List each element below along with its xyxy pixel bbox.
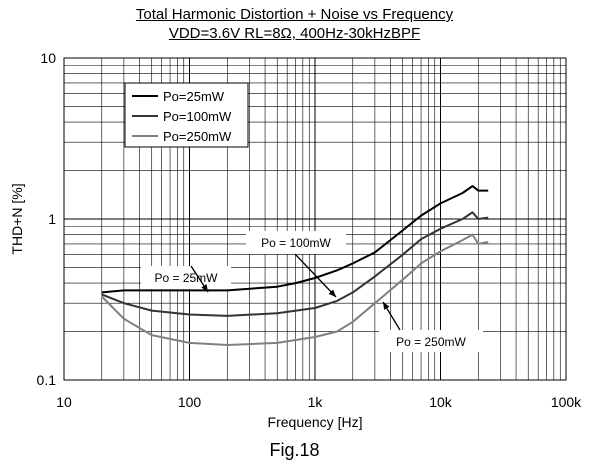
y-tick-label: 0.1	[37, 372, 57, 388]
annotation-arrowhead	[328, 289, 336, 297]
annotation-box	[379, 330, 483, 352]
annotation-box	[246, 231, 346, 254]
figure-caption: Fig.18	[269, 440, 320, 460]
legend-entry: Po=100mW	[163, 109, 232, 124]
series-line	[101, 211, 489, 317]
x-tick-label: 1k	[308, 394, 324, 410]
x-axis-label: Frequency [Hz]	[268, 414, 363, 430]
y-tick-label: 10	[40, 50, 56, 66]
annotation-label: Po = 100mW	[261, 236, 331, 250]
annotation-arrowhead	[201, 284, 208, 292]
x-tick-label: 100k	[551, 394, 582, 410]
annotation-box	[141, 266, 231, 289]
legend: Po=25mW Po=100mW Po=250mW	[124, 82, 249, 148]
chart-subtitle: VDD=3.6V RL=8Ω, 400Hz-30kHzBPF	[168, 25, 421, 42]
legend-entry: Po=25mW	[163, 89, 225, 104]
legend-entry: Po=250mW	[163, 129, 232, 144]
series-line	[101, 233, 489, 346]
x-tick-label: 10k	[429, 394, 453, 410]
annotation-label: Po = 25mW	[154, 271, 218, 285]
y-axis-label: THD+N [%]	[9, 183, 25, 254]
x-tick-label: 10	[56, 394, 72, 410]
x-tick-label: 100	[178, 394, 202, 410]
series-line	[101, 185, 489, 294]
annotation-arrow-line	[294, 253, 337, 298]
annotation-label: Po = 250mW	[396, 335, 466, 349]
plot-frame	[63, 57, 567, 381]
y-tick-label: 1	[48, 211, 56, 227]
annotation-arrowhead	[383, 302, 390, 310]
chart-title: Total Harmonic Distortion + Noise vs Fre…	[135, 6, 454, 23]
